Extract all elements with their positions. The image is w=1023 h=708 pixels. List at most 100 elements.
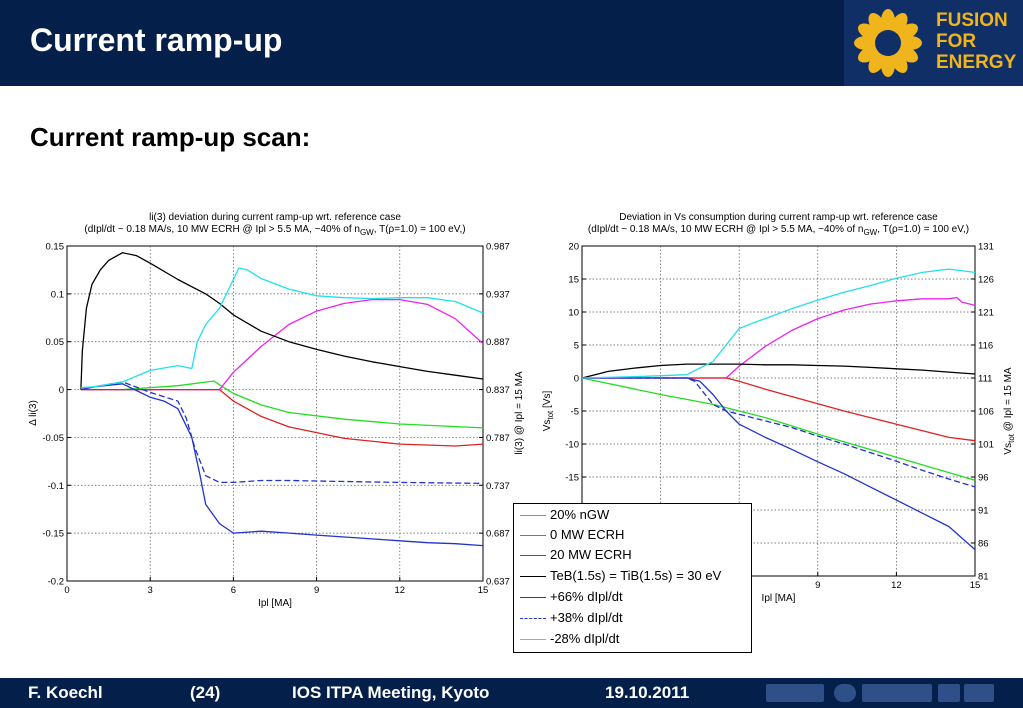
y-tick-label: 20 xyxy=(568,242,579,253)
sunflower-logo-icon xyxy=(854,9,922,77)
y2-axis-label: Vstot @ Ipl = 15 MA xyxy=(1003,367,1016,454)
y-tick-label: 0.05 xyxy=(46,337,65,348)
series-line-3 xyxy=(80,252,484,390)
partner-logo-small xyxy=(964,684,994,702)
y-tick-label: 10 xyxy=(568,308,579,319)
footer-date: 19.10.2011 xyxy=(605,683,690,702)
x-tick-label: 3 xyxy=(148,585,153,596)
x-tick-label: 15 xyxy=(478,585,489,596)
legend-entry-plus38: +38% dIpl/dt xyxy=(518,609,750,629)
y-tick-label: 0 xyxy=(59,385,64,396)
y-axis-label: Δ li(3) xyxy=(28,400,39,426)
y2-tick-label: 0.837 xyxy=(486,385,510,396)
x-tick-label: 12 xyxy=(891,580,902,591)
x-tick-label: 6 xyxy=(231,585,236,596)
series-line-0 xyxy=(80,380,484,429)
y2-tick-label: 96 xyxy=(978,473,989,484)
y2-tick-label: 0.687 xyxy=(486,529,510,540)
series-line-4 xyxy=(80,383,484,547)
partner-logo-ccfe xyxy=(766,684,824,702)
y-tick-label: -10 xyxy=(565,440,579,451)
legend-entry-ngw: 20% nGW xyxy=(518,506,750,526)
y2-tick-label: 131 xyxy=(978,242,994,253)
legend-label: 20 MW ECRH xyxy=(550,547,632,562)
y-tick-label: -0.1 xyxy=(48,481,64,492)
y-tick-label: -15 xyxy=(565,473,579,484)
y2-tick-label: 116 xyxy=(978,341,993,352)
y-tick-label: -0.05 xyxy=(42,433,64,444)
legend-label: +66% dIpl/dt xyxy=(550,589,623,604)
y2-tick-label: 0.787 xyxy=(486,433,510,444)
y2-tick-label: 0.637 xyxy=(486,577,510,588)
series-line-2 xyxy=(582,377,976,442)
x-tick-label: 9 xyxy=(314,585,319,596)
logo-petal xyxy=(868,12,886,35)
y-tick-label: -0.15 xyxy=(42,529,64,540)
footer-meeting: IOS ITPA Meeting, Kyoto xyxy=(292,683,490,702)
legend-entry-20mw: 20 MW ECRH xyxy=(518,546,750,566)
y2-tick-label: 126 xyxy=(978,275,994,286)
series-line-6 xyxy=(581,268,976,379)
slide-subtitle: Current ramp-up scan: xyxy=(30,122,311,152)
legend-line xyxy=(520,515,546,516)
x-tick-label: 0 xyxy=(64,585,69,596)
series-line-3 xyxy=(581,363,976,379)
x-tick-label: 9 xyxy=(815,580,820,591)
legend-label: 20% nGW xyxy=(550,507,610,522)
x-axis-label: Ipl [MA] xyxy=(258,598,292,609)
y2-tick-label: 91 xyxy=(978,506,989,517)
logo-line-energy: ENERGY xyxy=(936,52,1017,73)
legend-entry-plus66: +66% dIpl/dt xyxy=(518,588,750,608)
y-tick-label: 5 xyxy=(574,341,579,352)
y2-tick-label: 101 xyxy=(978,440,994,451)
y2-tick-label: 86 xyxy=(978,539,989,550)
partner-logo-text xyxy=(862,684,932,702)
series-line-2 xyxy=(80,388,484,447)
y2-tick-label: 0.887 xyxy=(486,337,510,348)
legend-entry-minus28: -28% dIpl/dt xyxy=(518,630,750,650)
partner-logo-tu xyxy=(938,684,960,702)
y-tick-label: 0 xyxy=(574,374,579,385)
y2-tick-label: 111 xyxy=(978,374,992,385)
series-line-5 xyxy=(582,377,976,488)
y-tick-label: 0.1 xyxy=(51,289,64,300)
header-bar: Current ramp-up xyxy=(0,0,844,86)
y2-tick-label: 0.937 xyxy=(486,289,510,300)
legend-line xyxy=(520,576,546,577)
logo-line-fusion: FUSION xyxy=(936,10,1008,31)
y2-tick-label: 0.987 xyxy=(486,242,510,253)
legend-line xyxy=(520,597,546,598)
series-line-0 xyxy=(581,377,976,481)
legend-entry-teb: TeB(1.5s) = TiB(1.5s) = 30 eV xyxy=(518,567,750,587)
x-axis-label: Ipl [MA] xyxy=(762,593,796,604)
y-tick-label: -5 xyxy=(571,407,579,418)
y2-tick-label: 106 xyxy=(978,407,994,418)
fusion-for-energy-logo: FUSION FOR ENERGY xyxy=(844,0,1023,86)
chart-legend: 20% nGW 0 MW ECRH 20 MW ECRH TeB(1.5s) =… xyxy=(513,503,752,653)
y-tick-label: -0.2 xyxy=(48,577,64,588)
footer-page-number: (24) xyxy=(190,683,221,702)
legend-line xyxy=(520,555,546,556)
legend-label: 0 MW ECRH xyxy=(550,527,625,542)
y-tick-label: 15 xyxy=(568,275,579,286)
y2-tick-label: 0.737 xyxy=(486,481,510,492)
partner-logo-round xyxy=(834,684,856,702)
y2-tick-label: 121 xyxy=(978,308,994,319)
legend-entry-0mw: 0 MW ECRH xyxy=(518,526,750,546)
logo-line-for: FOR xyxy=(936,31,977,52)
slide-title: Current ramp-up xyxy=(30,22,283,58)
legend-line xyxy=(520,639,546,640)
y-axis-label: Vstot [Vs] xyxy=(542,390,555,431)
y2-tick-label: 81 xyxy=(978,572,989,583)
y2-axis-label: li(3) @ Ipl = 15 MA xyxy=(514,371,525,455)
legend-label: TeB(1.5s) = TiB(1.5s) = 30 eV xyxy=(550,568,722,583)
chart-subtitle: (dIpl/dt ~ 0.18 MA/s, 10 MW ECRH @ Ipl >… xyxy=(84,224,465,237)
legend-line xyxy=(520,535,546,536)
series-line-6 xyxy=(80,267,484,389)
x-tick-label: 15 xyxy=(970,580,981,591)
legend-label: +38% dIpl/dt xyxy=(550,610,623,625)
x-tick-label: 12 xyxy=(395,585,406,596)
y-tick-label: 0.15 xyxy=(46,242,65,253)
